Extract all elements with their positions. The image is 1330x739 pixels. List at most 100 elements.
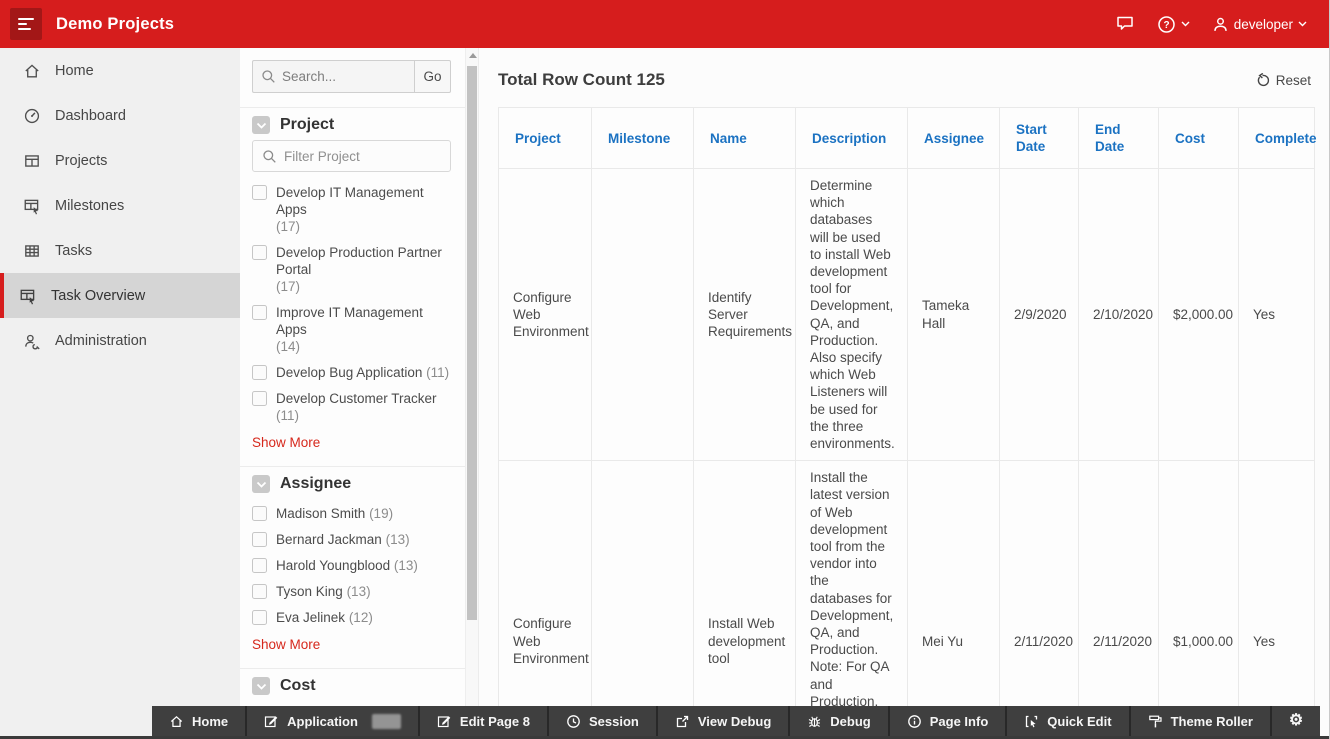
external-link-icon (675, 714, 690, 729)
facet-item-count: (14) (276, 339, 301, 354)
sidebar-item-task-overview[interactable]: Task Overview (0, 273, 240, 318)
cell-name: Identify Server Requirements (693, 167, 796, 462)
devbar-label: Session (588, 713, 639, 729)
facet-search-row: Go (252, 60, 451, 93)
sidebar-item-milestones[interactable]: Milestones (0, 183, 240, 228)
chat-icon (1115, 15, 1135, 33)
sidebar-item-administration[interactable]: Administration (0, 318, 240, 363)
checkbox[interactable] (252, 185, 267, 200)
edit-icon (264, 714, 279, 729)
devbar-home-button[interactable]: Home (152, 706, 246, 736)
devbar-quick-edit-button[interactable]: Quick Edit (1005, 706, 1129, 736)
facet-item-label: Develop IT Management Apps (276, 185, 424, 217)
divider (240, 107, 465, 108)
sidebar-item-home[interactable]: Home (0, 48, 240, 93)
facet-item-count: (17) (276, 219, 301, 234)
checkbox[interactable] (252, 305, 267, 320)
facet-checkbox-item[interactable]: Madison Smith (19) (252, 505, 451, 522)
checkbox[interactable] (252, 532, 267, 547)
cell-end-date: 2/11/2020 (1078, 460, 1159, 739)
column-header[interactable]: Description (795, 107, 908, 169)
collapse-chevron-icon[interactable] (252, 475, 270, 493)
search-icon (262, 149, 277, 164)
filter-project-input[interactable] (284, 148, 441, 164)
chat-button[interactable] (1115, 15, 1135, 33)
checkbox[interactable] (252, 610, 267, 625)
checkbox[interactable] (252, 391, 267, 406)
cell-description: Install the latest version of Web develo… (795, 460, 908, 739)
column-header[interactable]: Milestone (591, 107, 694, 169)
nav-menu-toggle-icon[interactable] (10, 8, 42, 40)
devbar-session-button[interactable]: Session (546, 706, 656, 736)
devbar-edit-page-button[interactable]: Edit Page 8 (417, 706, 547, 736)
sidebar-item-label: Tasks (55, 242, 93, 259)
cell-complete: Yes (1238, 460, 1315, 739)
devbar-page-info-button[interactable]: Page Info (887, 706, 1006, 736)
facet-checkbox-item[interactable]: Improve IT Management Apps (14) (252, 304, 451, 355)
devbar-theme-roller-button[interactable]: Theme Roller (1128, 706, 1270, 736)
column-header[interactable]: Start Date (999, 107, 1079, 169)
reset-label: Reset (1275, 72, 1311, 88)
help-menu-button[interactable]: ? (1157, 15, 1190, 34)
sidebar-item-dashboard[interactable]: Dashboard (0, 93, 240, 138)
facet-checkbox-item[interactable]: Develop Customer Tracker (11) (252, 390, 451, 424)
devbar-label: Theme Roller (1170, 713, 1253, 729)
cell-milestone (591, 460, 694, 739)
column-header[interactable]: Name (693, 107, 796, 169)
column-header[interactable]: Complete (1238, 107, 1317, 169)
facet-checkbox-item[interactable]: Develop IT Management Apps (17) (252, 184, 451, 235)
cell-complete: Yes (1238, 167, 1315, 462)
sidebar-item-label: Task Overview (51, 287, 146, 304)
show-more-link[interactable]: Show More (252, 637, 321, 652)
column-header[interactable]: Project (498, 107, 592, 169)
cell-cost: $2,000.00 (1158, 167, 1239, 462)
facet-item-label: Bernard Jackman (276, 532, 382, 547)
facet-item-label: Improve IT Management Apps (276, 305, 423, 337)
facet-item-count: (13) (385, 532, 410, 547)
checkbox[interactable] (252, 506, 267, 521)
reset-button[interactable]: Reset (1255, 72, 1311, 88)
show-more-link[interactable]: Show More (252, 435, 321, 450)
paint-roller-icon (1148, 714, 1163, 729)
facet-group-assignee: Assignee Madison Smith (19) Bernard Jack… (240, 467, 465, 666)
facet-item-label: Develop Bug Application (276, 365, 423, 380)
devbar-debug-button[interactable]: Debug (788, 706, 888, 736)
devbar-view-debug-button[interactable]: View Debug (655, 706, 789, 736)
column-header[interactable]: Assignee (907, 107, 1000, 169)
facet-item-label: Develop Customer Tracker (276, 391, 437, 406)
cell-assignee: Mei Yu (907, 460, 1000, 739)
column-header[interactable]: Cost (1158, 107, 1239, 169)
search-box (252, 60, 414, 93)
sidebar-item-label: Milestones (55, 197, 125, 214)
user-menu-button[interactable]: developer (1212, 16, 1307, 33)
sidebar-item-label: Administration (55, 332, 147, 349)
facet-item-label: Develop Production Partner Portal (276, 245, 442, 277)
sidebar-item-projects[interactable]: Projects (0, 138, 240, 183)
facet-scrollbar[interactable] (465, 48, 478, 739)
checkbox[interactable] (252, 245, 267, 260)
search-input[interactable] (282, 69, 406, 84)
column-header[interactable]: End Date (1078, 107, 1159, 169)
devbar-label: Application (287, 713, 358, 729)
checkbox[interactable] (252, 365, 267, 380)
facet-checkbox-item[interactable]: Harold Youngblood (13) (252, 557, 451, 574)
scrollbar-thumb[interactable] (467, 66, 477, 620)
collapse-chevron-icon[interactable] (252, 677, 270, 695)
cell-project: Configure Web Environment (498, 167, 592, 462)
facet-checkbox-item[interactable]: Eva Jelinek (12) (252, 609, 451, 626)
clock-icon (566, 714, 581, 729)
sidebar-item-tasks[interactable]: Tasks (0, 228, 240, 273)
checkbox[interactable] (252, 558, 267, 573)
scrollbar-up-arrow-icon[interactable] (469, 53, 477, 58)
devbar-application-button[interactable]: Application (245, 706, 418, 736)
search-go-button[interactable]: Go (414, 60, 451, 93)
facet-checkbox-item[interactable]: Tyson King (13) (252, 583, 451, 600)
app-header: Demo Projects ? developer (0, 0, 1329, 48)
facet-checkbox-item[interactable]: Bernard Jackman (13) (252, 531, 451, 548)
sidebar-item-label: Dashboard (55, 107, 126, 124)
facet-checkbox-item[interactable]: Develop Production Partner Portal (17) (252, 244, 451, 295)
collapse-chevron-icon[interactable] (252, 116, 270, 134)
facet-checkbox-item[interactable]: Develop Bug Application (11) (252, 364, 451, 381)
devbar-settings-button[interactable]: ⚙ (1269, 706, 1321, 736)
checkbox[interactable] (252, 584, 267, 599)
